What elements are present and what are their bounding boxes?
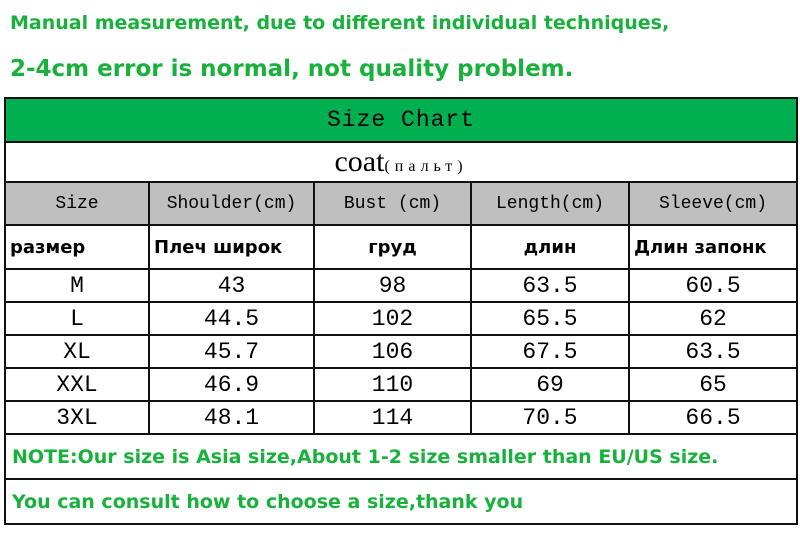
- table-cell: 110: [313, 367, 472, 402]
- table-cell: 67.5: [470, 334, 630, 369]
- table-cell: L: [4, 301, 150, 336]
- table-cell: 44.5: [148, 301, 315, 336]
- note: You can consult how to choose a size,tha…: [3, 478, 799, 525]
- table-cell: 102: [313, 301, 472, 336]
- table-row: coat(пальт): [3, 141, 799, 183]
- table-cell: 69: [470, 367, 630, 402]
- table-row: Size Shoulder(cm) Bust (cm) Length(cm) Sleev…: [4, 181, 799, 226]
- table-cell: 63.5: [470, 268, 630, 303]
- table-cell: 66.5: [627, 400, 799, 435]
- table-cell: 65.5: [470, 301, 630, 336]
- table-row: XXL 46.9 110 69 65: [4, 367, 799, 402]
- table-subtitle: coat(пальт): [3, 141, 799, 183]
- table-row: NOTE:Our size is Asia size,About 1-2 siz…: [3, 433, 799, 480]
- table-cell: 98: [313, 268, 472, 303]
- column-header-ru: длин: [470, 224, 630, 270]
- table-row: Size Chart: [3, 97, 799, 143]
- size-table: Size Chart coat(пальт) Size Shoulder(cm) Bus…: [3, 97, 799, 525]
- table-cell: 45.7: [148, 334, 315, 369]
- header-line: 2-4cm error is normal, not quality probl…: [10, 56, 574, 82]
- table-cell: 63.5: [627, 334, 799, 369]
- column-header-ru: размер: [4, 224, 150, 270]
- table-cell: 3XL: [4, 400, 150, 435]
- column-header-ru: груд: [313, 224, 472, 270]
- table-cell: 106: [313, 334, 472, 369]
- column-header: Size: [4, 181, 150, 226]
- table-cell: 43: [148, 268, 315, 303]
- table-title: Size Chart: [3, 97, 799, 143]
- table-cell: 46.9: [148, 367, 315, 402]
- table-cell: 114: [313, 400, 472, 435]
- header-line: Manual measurement, due to different ind…: [10, 12, 670, 34]
- table-cell: 60.5: [627, 268, 799, 303]
- subtitle-ru: (пальт): [384, 158, 468, 175]
- table-cell: 62: [627, 301, 799, 336]
- column-header: Sleeve(cm): [627, 181, 799, 226]
- column-header: Length(cm): [470, 181, 630, 226]
- table-row: L 44.5 102 65.5 62: [4, 301, 799, 336]
- table-cell: 48.1: [148, 400, 315, 435]
- column-header: Shoulder(cm): [148, 181, 315, 226]
- table-cell: XL: [4, 334, 150, 369]
- column-header-ru: Длин запонк: [627, 224, 799, 270]
- column-header-ru: Плеч широк: [148, 224, 315, 270]
- column-header: Bust (cm): [313, 181, 472, 226]
- table-row: XL 45.7 106 67.5 63.5: [4, 334, 799, 369]
- table-cell: 70.5: [470, 400, 630, 435]
- subtitle-en: coat: [334, 145, 385, 178]
- table-row: размер Плеч широк груд длин Длин запонк: [4, 224, 799, 270]
- table-row: You can consult how to choose a size,tha…: [3, 478, 799, 525]
- table-row: M 43 98 63.5 60.5: [4, 268, 799, 303]
- note: NOTE:Our size is Asia size,About 1-2 siz…: [3, 433, 799, 480]
- table-row: 3XL 48.1 114 70.5 66.5: [4, 400, 799, 435]
- table-cell: M: [4, 268, 150, 303]
- table-cell: 65: [627, 367, 799, 402]
- table-cell: XXL: [4, 367, 150, 402]
